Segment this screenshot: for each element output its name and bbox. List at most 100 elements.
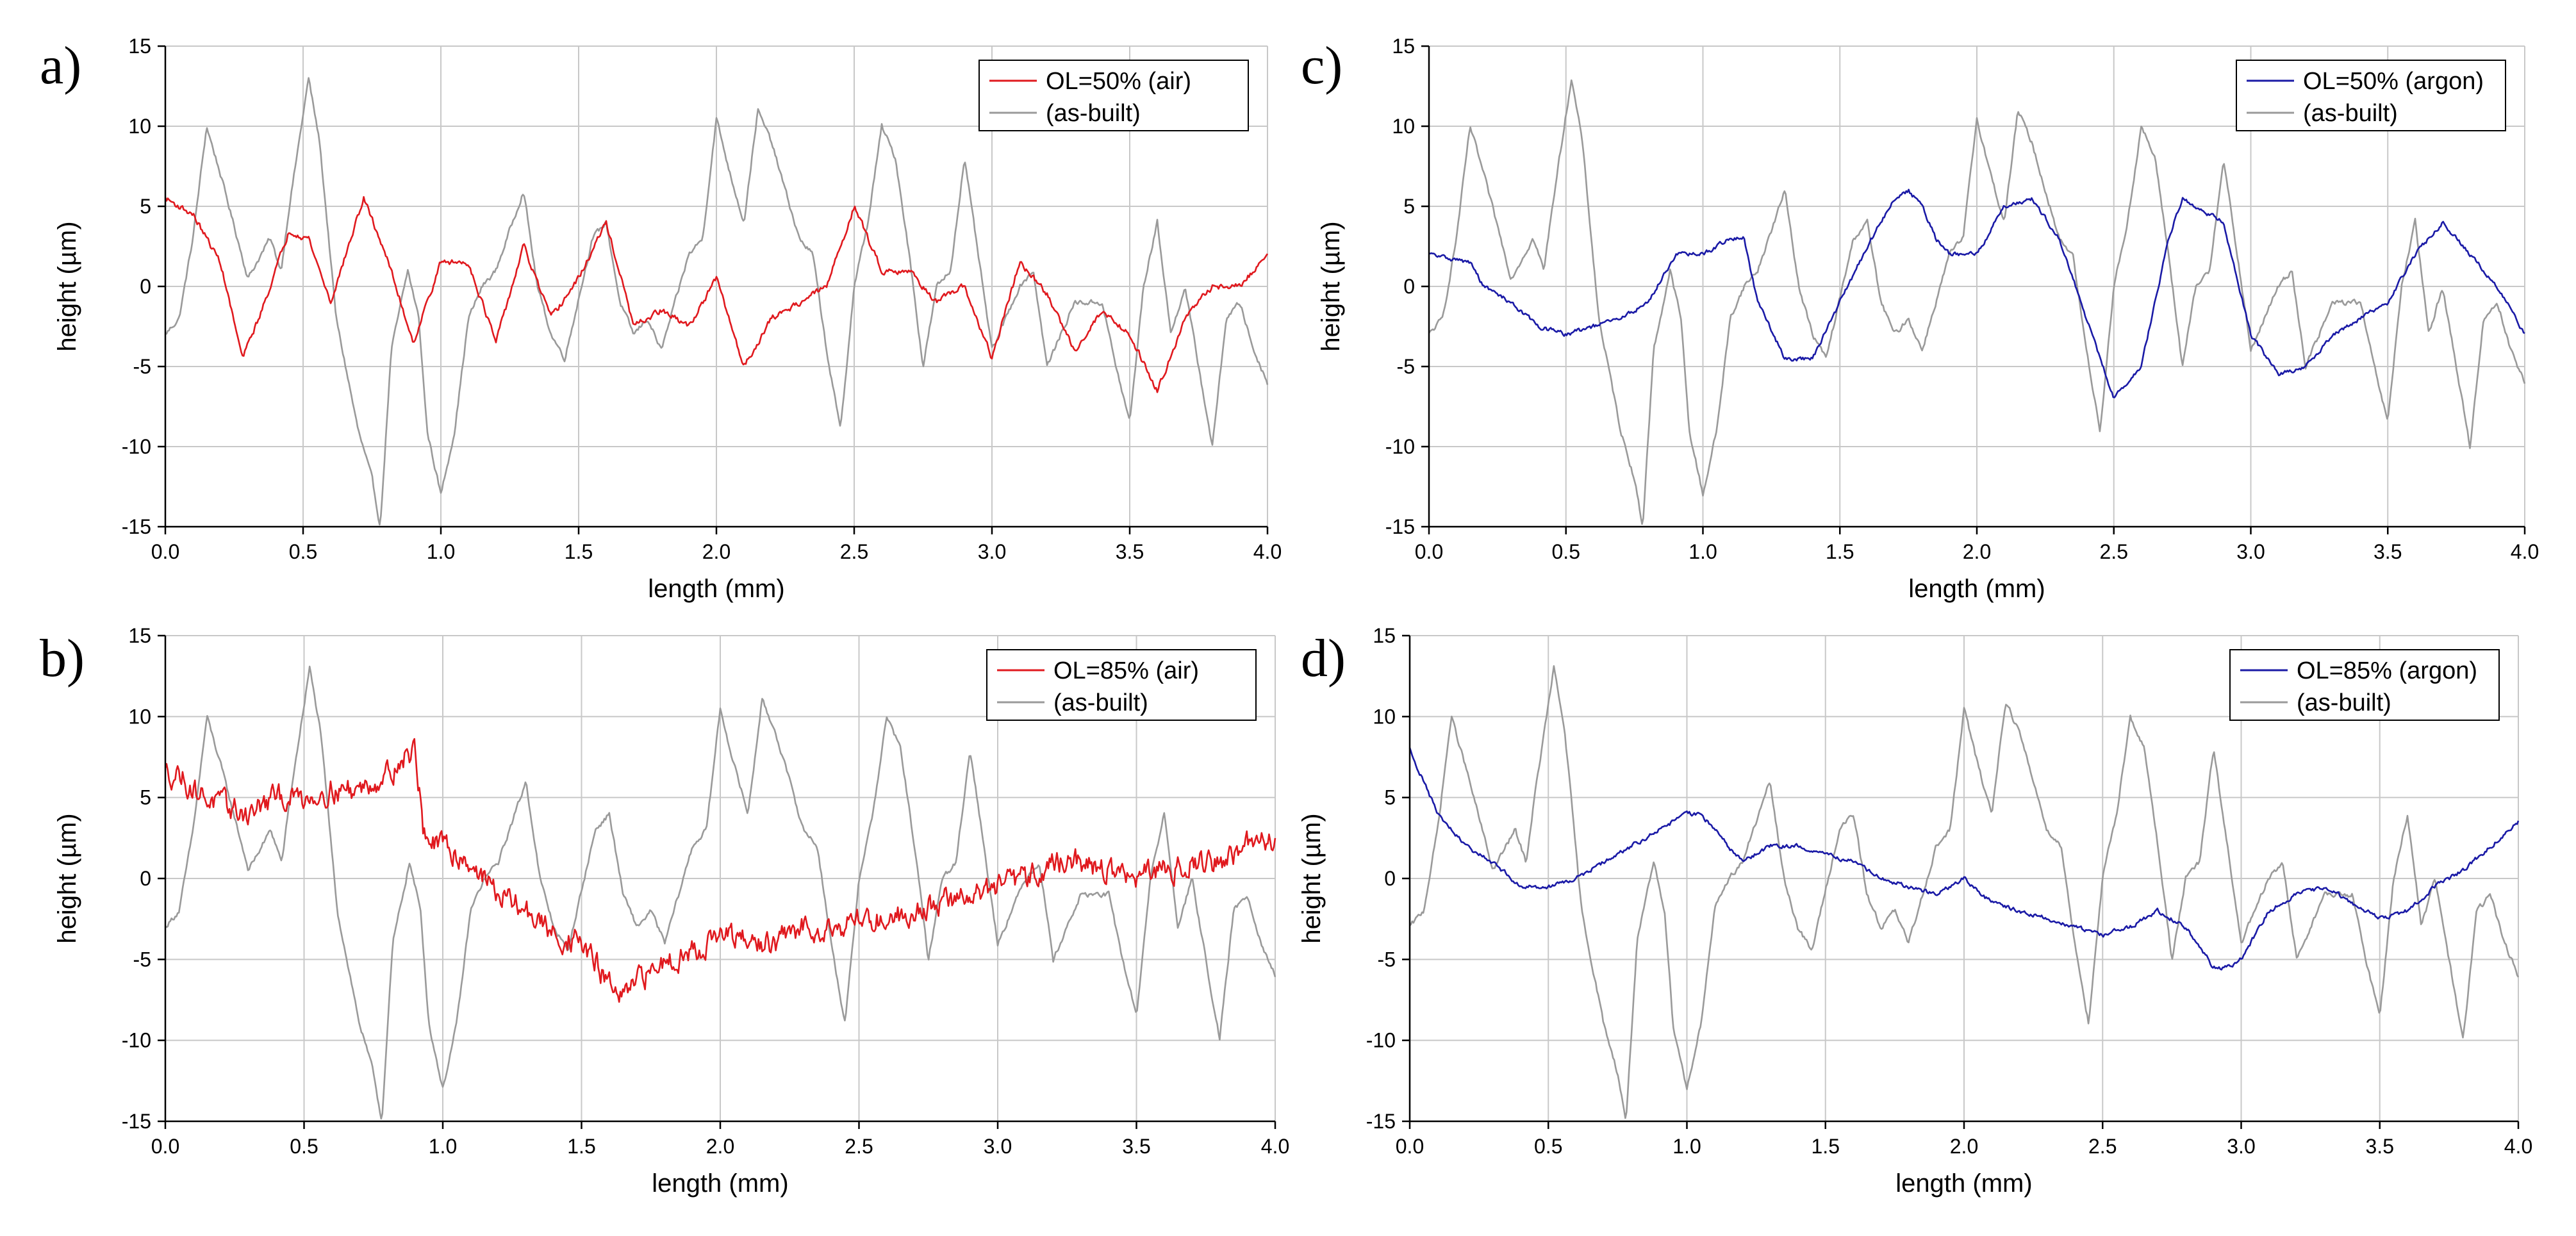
y-tick-label: -10: [1366, 1029, 1396, 1052]
x-tick-label: 0.5: [1552, 540, 1580, 563]
x-tick-label: 4.0: [2511, 540, 2539, 563]
x-tick-label: 0.0: [151, 1135, 179, 1158]
y-tick-label: 10: [1373, 705, 1396, 728]
y-tick-label: 10: [1392, 115, 1415, 138]
legend-entry-label: (as-built): [1046, 100, 1141, 127]
y-tick-label: 15: [1392, 35, 1415, 58]
legend-frame: [978, 60, 1249, 131]
panel-label: c): [1301, 36, 1342, 95]
legend-entry-label: OL=85% (argon): [2297, 657, 2477, 684]
y-tick-label: -10: [122, 435, 151, 458]
x-tick-label: 3.5: [2374, 540, 2402, 563]
x-tick-label: 0.5: [290, 1135, 318, 1158]
chart-panel-b: b) 0.0 0.5 1.0 1.5 2.0 2.5 3.0 3.5 4.0 -15 -10 -5 0 5 1…: [40, 624, 1289, 1198]
y-tick-label: -5: [1397, 355, 1415, 378]
series-line: [164, 737, 1276, 1003]
x-tick-label: 1.5: [1826, 540, 1854, 563]
y-tick-label: 15: [1373, 624, 1396, 647]
series-line: [1428, 79, 2526, 525]
panel-label: b): [40, 629, 85, 688]
series-line: [1428, 188, 2525, 399]
y-tick-label: -15: [122, 515, 151, 538]
x-tick-label: 1.5: [567, 1135, 595, 1158]
x-axis-label: length (mm): [1908, 575, 2045, 603]
x-tick-label: 4.0: [2504, 1135, 2532, 1158]
legend-frame: [986, 649, 1257, 721]
x-tick-label: 2.5: [2100, 540, 2128, 563]
y-tick-label: 0: [140, 275, 151, 298]
x-tick-label: 3.0: [2227, 1135, 2255, 1158]
x-tick-label: 0.5: [289, 540, 317, 563]
x-tick-label: 4.0: [1253, 540, 1282, 563]
y-tick-label: -5: [133, 355, 151, 378]
legend-entry-label: OL=85% (air): [1053, 657, 1199, 684]
y-tick-label: 0: [140, 867, 151, 890]
y-tick-label: -15: [122, 1110, 151, 1133]
series-line: [164, 195, 1269, 393]
x-tick-label: 3.5: [1122, 1135, 1150, 1158]
series-line: [165, 665, 1276, 1120]
x-axis-label: length (mm): [1895, 1169, 2032, 1198]
x-tick-label: 3.5: [2366, 1135, 2394, 1158]
x-tick-label: 0.5: [1534, 1135, 1562, 1158]
y-tick-label: -15: [1385, 515, 1415, 538]
x-tick-label: 2.5: [845, 1135, 873, 1158]
y-tick-label: -15: [1366, 1110, 1396, 1133]
chart-panel-a: a) 0.0 0.5 1.0 1.5 2.0 2.5 3.0 3.5 4.0 -15 -10 -5 0 5 1…: [40, 35, 1282, 603]
y-tick-label: 15: [128, 624, 151, 647]
y-tick-label: 10: [128, 115, 151, 138]
y-tick-label: 5: [1384, 786, 1396, 809]
x-tick-label: 0.0: [1415, 540, 1443, 563]
series-line: [1409, 665, 2520, 1119]
x-tick-label: 2.0: [1950, 1135, 1978, 1158]
x-tick-label: 0.0: [151, 540, 179, 563]
y-axis-label: height (µm): [53, 813, 81, 943]
x-tick-label: 3.0: [2236, 540, 2265, 563]
x-tick-label: 1.0: [1688, 540, 1717, 563]
x-axis-label: length (mm): [652, 1169, 788, 1198]
series-line: [165, 77, 1269, 526]
legend-entry-label: (as-built): [1053, 689, 1148, 716]
legend: OL=85% (air) (as-built): [986, 649, 1257, 721]
y-tick-label: 5: [140, 195, 151, 218]
x-tick-label: 2.0: [706, 1135, 734, 1158]
x-tick-label: 2.5: [840, 540, 868, 563]
x-tick-label: 1.5: [565, 540, 593, 563]
x-tick-label: 1.0: [427, 540, 455, 563]
y-tick-label: 15: [128, 35, 151, 58]
legend-entry-label: OL=50% (air): [1046, 68, 1191, 95]
legend-frame: [2236, 60, 2506, 131]
y-tick-label: 5: [140, 786, 151, 809]
panel-label: d): [1301, 629, 1346, 688]
y-tick-label: 10: [128, 705, 151, 728]
chart-panel-c: c) 0.0 0.5 1.0 1.5 2.0 2.5 3.0 3.5 4.0 -15 -10 -5 0 5 1…: [1301, 35, 2539, 603]
y-axis-label: height (µm): [1298, 813, 1326, 943]
series-line: [1408, 747, 2520, 971]
x-tick-label: 4.0: [1261, 1135, 1289, 1158]
x-axis-label: length (mm): [648, 575, 784, 603]
y-tick-label: 5: [1403, 195, 1415, 218]
y-tick-label: 0: [1384, 867, 1396, 890]
legend: OL=50% (air) (as-built): [978, 60, 1249, 131]
y-tick-label: -10: [1385, 435, 1415, 458]
x-tick-label: 2.5: [2088, 1135, 2117, 1158]
legend: OL=50% (argon) (as-built): [2236, 60, 2506, 131]
chart-panel-d: d) 0.0 0.5 1.0 1.5 2.0 2.5 3.0 3.5 4.0 -15 -10 -5 0 5 1…: [1298, 624, 2532, 1198]
legend-entry-label: (as-built): [2297, 689, 2391, 716]
legend: OL=85% (argon) (as-built): [2229, 649, 2500, 721]
x-tick-label: 1.0: [1672, 1135, 1701, 1158]
y-tick-label: -5: [1378, 948, 1396, 971]
y-tick-label: -5: [133, 948, 151, 971]
panel-label: a): [40, 36, 81, 95]
x-tick-label: 3.5: [1116, 540, 1144, 563]
x-tick-label: 3.0: [978, 540, 1006, 563]
y-axis-label: height (µm): [1317, 221, 1345, 351]
x-tick-label: 3.0: [984, 1135, 1012, 1158]
y-tick-label: -10: [122, 1029, 151, 1052]
legend-frame: [2229, 649, 2500, 721]
y-tick-label: 0: [1403, 275, 1415, 298]
x-tick-label: 2.0: [702, 540, 731, 563]
y-axis-label: height (µm): [53, 221, 81, 351]
legend-entry-label: (as-built): [2303, 100, 2398, 127]
